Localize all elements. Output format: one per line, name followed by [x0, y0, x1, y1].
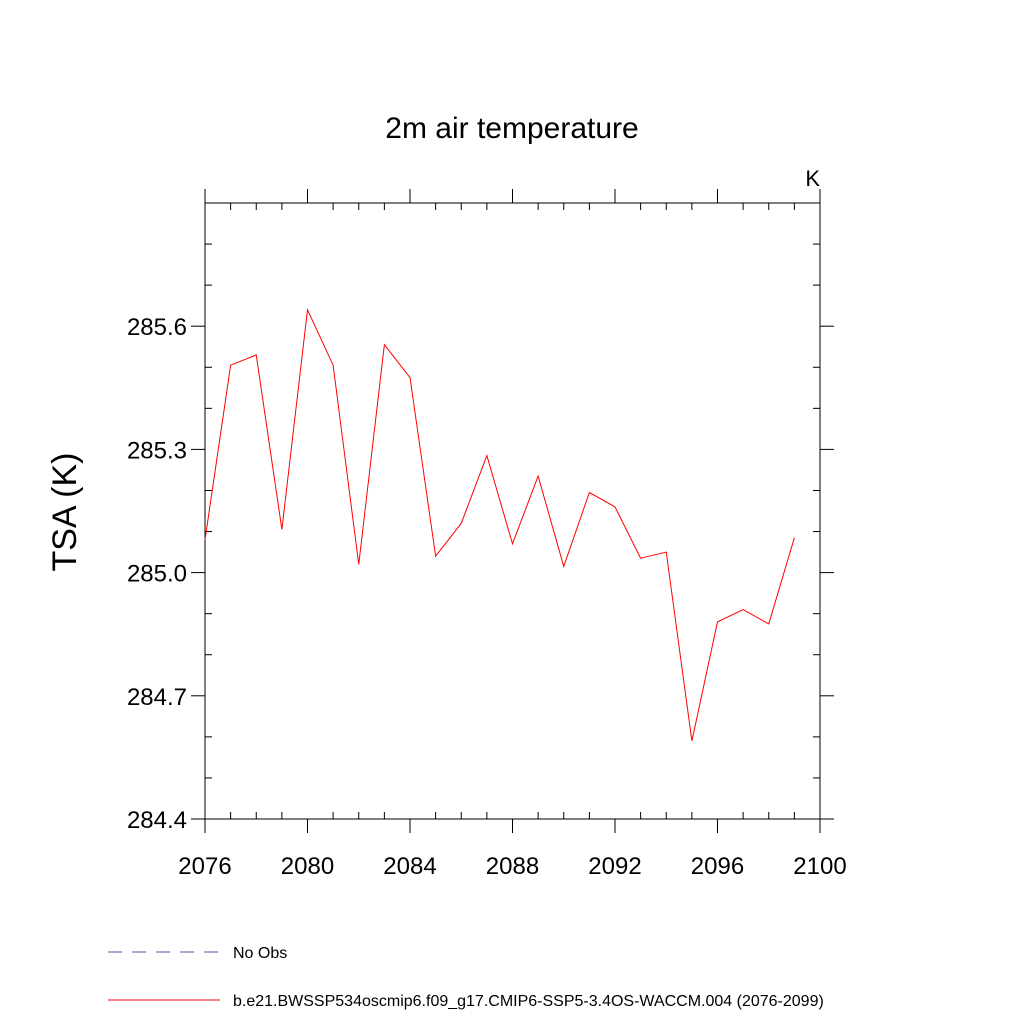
y-axis-label: TSA (K) — [46, 452, 84, 571]
series-line-1 — [204, 307, 795, 742]
x-tick-label: 2080 — [281, 853, 334, 880]
y-tick-label: 284.7 — [127, 684, 187, 711]
x-tick-label: 2100 — [793, 853, 846, 880]
legend-label-0: No Obs — [233, 945, 287, 962]
y-tick-label: 284.4 — [127, 807, 187, 834]
y-tick-label: 285.0 — [127, 561, 187, 588]
chart-title: 2m air temperature — [385, 112, 638, 145]
x-tick-label: 2076 — [178, 853, 231, 880]
y-tick-label: 285.3 — [127, 437, 187, 464]
x-tick-label: 2084 — [383, 853, 436, 880]
y-tick-label: 285.6 — [127, 314, 187, 341]
plot-frame — [204, 202, 821, 820]
legend-label-1: b.e21.BWSSP534oscmip6.f09_g17.CMIP6-SSP5… — [233, 993, 824, 1010]
legend: No Obs b.e21.BWSSP534oscmip6.f09_g17.CMIP… — [108, 945, 824, 1010]
plot-area: 2076 2080 2084 2088 2092 2096 2100 284.4 284.7 28… — [127, 189, 847, 880]
units-label: K — [805, 166, 820, 191]
x-tick-label: 2092 — [588, 853, 641, 880]
x-tick-label: 2096 — [691, 853, 744, 880]
x-tick-label: 2088 — [486, 853, 539, 880]
